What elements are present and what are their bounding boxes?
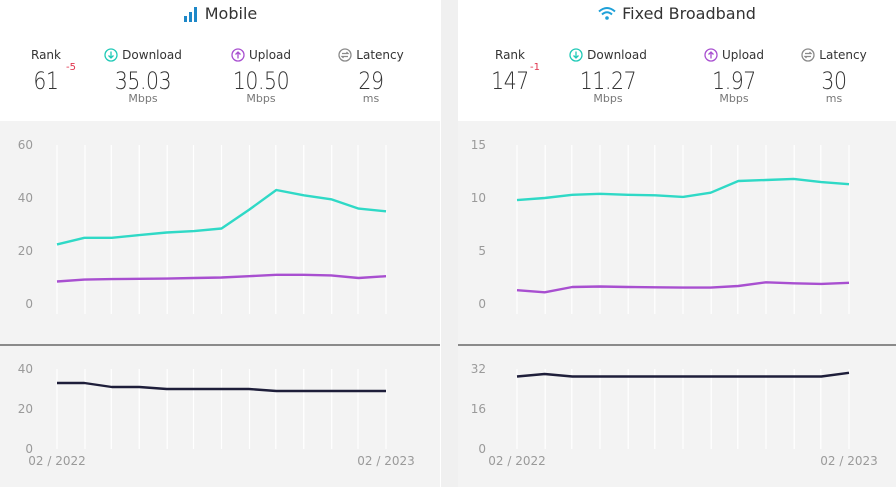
y-tick-label: 15 bbox=[471, 138, 486, 152]
mobile-upload: Upload 10.50 Mbps bbox=[216, 46, 306, 105]
upload-icon bbox=[231, 48, 245, 62]
download-label: Download bbox=[122, 48, 182, 62]
y-tick-label: 0 bbox=[25, 442, 33, 456]
latency-value: 30 bbox=[821, 67, 847, 95]
rank-delta: -1 bbox=[530, 62, 540, 73]
fixed-title: Fixed Broadband bbox=[458, 4, 896, 23]
latency-unit: ms bbox=[825, 92, 843, 105]
mobile-download: Download 35.03 Mbps bbox=[98, 46, 188, 105]
mobile-panel: Mobile Rank 61 -5 Download 35.03 Mbps Up… bbox=[0, 0, 440, 487]
mobile-title: Mobile bbox=[0, 4, 440, 23]
rank-value: 61 bbox=[33, 67, 59, 95]
upload-value: 1.97 bbox=[712, 67, 756, 95]
x-tick-label: 02 / 2022 bbox=[488, 454, 545, 468]
latency-label: Latency bbox=[356, 48, 404, 62]
upload-label: Upload bbox=[721, 48, 765, 62]
rank-label: Rank bbox=[495, 48, 525, 62]
latency-label: Latency bbox=[819, 48, 867, 62]
latency-unit: ms bbox=[362, 92, 380, 105]
y-tick-label: 0 bbox=[478, 442, 486, 456]
y-tick-label: 20 bbox=[18, 244, 33, 258]
fixed-chart-area: 0 5 10 15 0 16 32 02 / 2022 02 / 2023 bbox=[458, 121, 896, 487]
latency-icon bbox=[338, 48, 352, 62]
download-series-line bbox=[56, 188, 387, 246]
y-tick-label: 40 bbox=[18, 362, 33, 376]
fixed-broadband-chart: 0 5 10 15 0 16 32 02 / 2022 02 / 2023 bbox=[458, 138, 896, 468]
y-tick-label: 0 bbox=[478, 297, 486, 311]
download-icon bbox=[104, 48, 118, 62]
download-value: 11.27 bbox=[579, 67, 637, 95]
rank-value: 147 bbox=[491, 67, 529, 95]
fixed-download: Download 11.27 Mbps bbox=[563, 46, 653, 105]
latency-value: 29 bbox=[358, 67, 384, 95]
fixed-upload: Upload 1.97 Mbps bbox=[689, 46, 779, 105]
y-tick-label: 40 bbox=[18, 191, 33, 205]
mobile-latency: Latency 29 ms bbox=[326, 46, 416, 105]
rank-label: Rank bbox=[31, 48, 61, 62]
x-tick-label: 02 / 2023 bbox=[820, 454, 877, 468]
y-tick-label: 5 bbox=[478, 244, 486, 258]
y-tick-label: 20 bbox=[18, 402, 33, 416]
signal-bars-icon bbox=[183, 6, 197, 22]
mobile-rank: Rank 61 bbox=[1, 46, 91, 95]
download-unit: Mbps bbox=[128, 92, 158, 105]
y-tick-label: 0 bbox=[25, 297, 33, 311]
upload-unit: Mbps bbox=[246, 92, 276, 105]
rank-delta: -5 bbox=[66, 62, 76, 73]
fixed-rank: Rank 147 bbox=[465, 46, 555, 95]
download-label: Download bbox=[587, 48, 647, 62]
x-tick-label: 02 / 2023 bbox=[357, 454, 414, 468]
upload-value: 10.50 bbox=[232, 67, 290, 95]
upload-icon bbox=[704, 48, 718, 62]
wifi-icon bbox=[598, 7, 616, 20]
upload-label: Upload bbox=[248, 48, 292, 62]
latency-series-line bbox=[516, 371, 850, 378]
upload-unit: Mbps bbox=[719, 92, 749, 105]
x-tick-label: 02 / 2022 bbox=[28, 454, 85, 468]
latency-icon bbox=[801, 48, 815, 62]
y-tick-label: 10 bbox=[471, 191, 486, 205]
download-value: 35.03 bbox=[114, 67, 172, 95]
mobile-chart-area: 0 20 40 60 0 20 40 02 / 2022 02 / 2023 bbox=[0, 121, 440, 487]
latency-series-line bbox=[57, 381, 386, 393]
panel-divider bbox=[441, 0, 458, 487]
fixed-broadband-panel: Fixed Broadband Rank 147 -1 Download 11.… bbox=[458, 0, 896, 487]
y-tick-label: 60 bbox=[18, 138, 33, 152]
upload-series-line bbox=[516, 281, 850, 294]
download-series-line bbox=[516, 177, 850, 202]
y-tick-label: 32 bbox=[471, 362, 486, 376]
fixed-title-text: Fixed Broadband bbox=[622, 4, 756, 23]
mobile-chart: 0 20 40 60 0 20 40 02 / 2022 02 / 2023 bbox=[0, 138, 440, 468]
download-unit: Mbps bbox=[593, 92, 623, 105]
y-tick-label: 16 bbox=[471, 402, 486, 416]
fixed-latency: Latency 30 ms bbox=[789, 46, 879, 105]
download-icon bbox=[569, 48, 583, 62]
upload-series-line bbox=[56, 273, 387, 283]
mobile-title-text: Mobile bbox=[204, 4, 258, 23]
